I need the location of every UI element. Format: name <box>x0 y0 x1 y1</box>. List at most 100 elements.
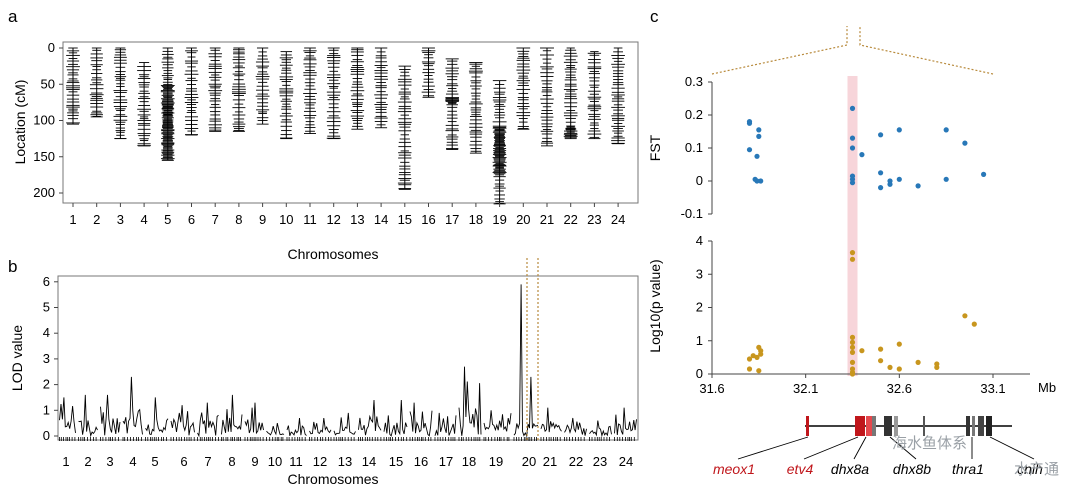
y-tick-label: 100 <box>33 113 55 128</box>
fst-point <box>746 120 753 126</box>
x-tick-label: 19 <box>492 212 506 227</box>
pvalue-point <box>887 364 893 370</box>
fst-point <box>896 127 902 133</box>
pvalue-y-tick-label: 2 <box>696 300 703 315</box>
lod-curve-chr24 <box>614 407 637 436</box>
x-tick-label: 5 <box>164 212 171 227</box>
fst-point <box>887 181 893 187</box>
gene-block <box>872 416 876 436</box>
x-tick-label: 1 <box>62 454 69 469</box>
mb-unit-label: Mb <box>1038 380 1056 395</box>
linkage-group-22 <box>563 47 578 140</box>
x-tick-label: 14 <box>362 454 376 469</box>
fst-ylabel: FST <box>647 134 663 161</box>
pvalue-point <box>878 346 884 352</box>
gene-block <box>866 416 872 436</box>
linkage-group-19 <box>492 80 507 205</box>
lod-curve-chr12 <box>309 417 332 435</box>
fst-y-tick-label: 0.3 <box>685 74 703 89</box>
fst-point <box>878 185 884 191</box>
fst-point <box>754 153 760 159</box>
lod-curve-chr1 <box>59 397 76 433</box>
linkage-group-3 <box>113 47 128 140</box>
x-tick-label: 11 <box>289 454 303 469</box>
linkage-group-17 <box>445 58 460 150</box>
x-tick-label: 15 <box>389 454 403 469</box>
x-tick-label: 13 <box>350 212 364 227</box>
x-tick-label: 24 <box>619 454 633 469</box>
lod-curve-chr18 <box>458 366 482 436</box>
x-tick-label: 14 <box>374 212 388 227</box>
lod-curve-chr10 <box>266 423 285 436</box>
linkage-group-13 <box>350 47 365 130</box>
linkage-group-14 <box>374 47 389 129</box>
x-tick-label: 8 <box>228 454 235 469</box>
gene-block <box>855 416 865 436</box>
linkage-group-24 <box>611 47 626 145</box>
x-tick-label: 10 <box>268 454 282 469</box>
x-tick-label: 7 <box>212 212 219 227</box>
linkage-group-15 <box>397 65 412 190</box>
x-tick-label: 1 <box>69 212 76 227</box>
x-tick-label: 9 <box>259 212 266 227</box>
gene-pointer <box>889 436 917 460</box>
fst-point <box>849 180 856 186</box>
pvalue-point <box>849 359 856 365</box>
lod-curve-chr21 <box>540 407 562 433</box>
x-tick-label: 4 <box>140 212 147 227</box>
pvalue-point <box>849 256 856 262</box>
linkage-group-4 <box>137 62 152 147</box>
x-tick-label: 32.1 <box>793 381 818 396</box>
y-tick-label: 4 <box>43 325 50 340</box>
pvalue-y-tick-label: 1 <box>696 333 703 348</box>
linkage-group-11 <box>303 47 317 135</box>
linkage-group-5 <box>160 47 175 161</box>
pvalue-ylabel: Log10(p value) <box>647 259 663 352</box>
x-tick-label: 13 <box>338 454 352 469</box>
x-tick-label: 17 <box>439 454 453 469</box>
gene-block <box>884 416 892 436</box>
fst-point <box>849 145 856 151</box>
pvalue-point <box>849 371 856 377</box>
fst-point <box>754 178 760 184</box>
linkage-group-12 <box>326 47 341 140</box>
gene-block <box>966 416 970 436</box>
gene-pointer <box>737 436 809 460</box>
x-tick-label: 8 <box>235 212 242 227</box>
x-tick-label: 32.6 <box>887 381 912 396</box>
fst-point <box>758 178 764 184</box>
gene-label-dhx8b: dhx8b <box>893 461 931 477</box>
lod-curve-chr7 <box>197 402 219 438</box>
x-tick-label: 7 <box>204 454 211 469</box>
x-tick-label: 6 <box>180 454 187 469</box>
x-tick-label: 21 <box>543 454 557 469</box>
pvalue-point <box>849 334 856 340</box>
x-tick-label: 16 <box>414 454 428 469</box>
panel-a-frame <box>62 41 639 204</box>
x-tick-label: 20 <box>522 454 536 469</box>
pvalue-point <box>849 250 856 256</box>
lod-curve-chr11 <box>286 417 307 436</box>
pvalue-point <box>962 313 968 319</box>
lod-curve-chr22 <box>564 417 587 436</box>
pvalue-point <box>746 366 753 372</box>
fst-point <box>859 152 865 158</box>
x-tick-label: 4 <box>129 454 136 469</box>
y-tick-label: 200 <box>33 185 55 200</box>
lod-curve-chr8 <box>221 394 243 435</box>
lod-curve-chr20 <box>513 284 539 438</box>
lod-curve-chr6 <box>170 405 195 436</box>
linkage-group-8 <box>231 47 246 132</box>
x-tick-label: 12 <box>313 454 327 469</box>
pvalue-y-tick-label: 4 <box>696 233 703 248</box>
linkage-group-21 <box>540 47 554 147</box>
y-tick-label: 6 <box>43 274 50 289</box>
x-tick-label: 5 <box>151 454 158 469</box>
gene-block <box>806 416 809 436</box>
zoom-guides <box>711 26 994 75</box>
x-tick-label: 20 <box>516 212 530 227</box>
x-tick-label: 11 <box>303 212 317 227</box>
